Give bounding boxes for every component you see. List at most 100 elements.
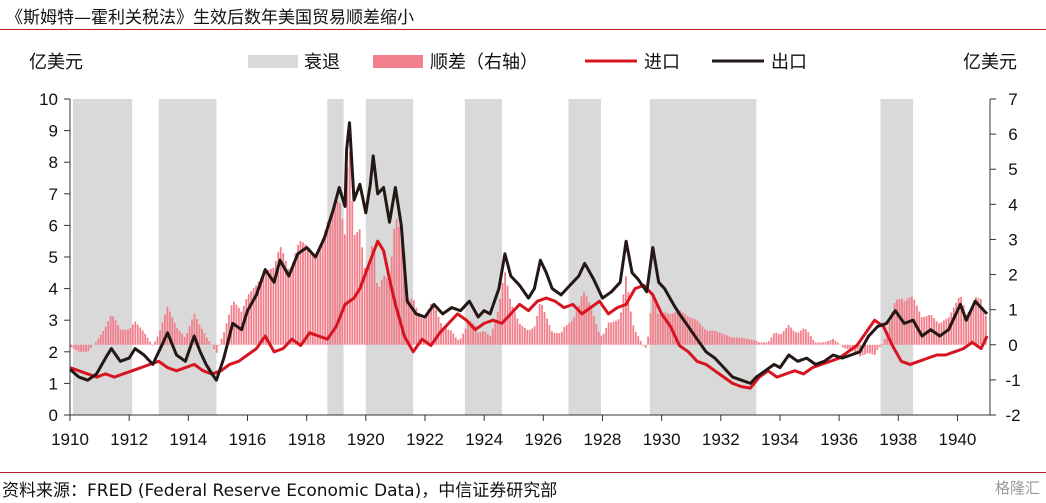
surplus-bar	[393, 228, 396, 345]
surplus-bar	[205, 337, 208, 345]
surplus-bar	[861, 344, 864, 356]
surplus-bar	[730, 337, 733, 345]
surplus-bar	[274, 261, 277, 345]
surplus-bar	[782, 331, 785, 345]
surplus-bar	[400, 236, 403, 345]
surplus-bar	[102, 330, 105, 345]
surplus-bar	[225, 323, 228, 345]
recession-band	[568, 99, 601, 415]
surplus-bar	[279, 247, 282, 345]
surplus-bar	[449, 330, 452, 345]
surplus-bar	[745, 338, 748, 345]
surplus-bar	[134, 321, 137, 345]
surplus-bar	[181, 333, 184, 345]
surplus-bar	[405, 291, 408, 345]
surplus-bar	[70, 344, 73, 348]
surplus-bar	[755, 340, 758, 345]
surplus-bar	[341, 218, 344, 345]
legend-swatch-surplus	[373, 55, 423, 68]
surplus-bar	[521, 325, 524, 345]
x-tick-label: 1938	[879, 430, 917, 449]
surplus-bar	[380, 279, 383, 345]
surplus-bar	[827, 340, 829, 345]
surplus-bar	[607, 322, 610, 345]
surplus-bar	[368, 262, 371, 345]
surplus-bar	[447, 329, 450, 345]
surplus-bar	[558, 333, 561, 345]
surplus-bar	[107, 321, 110, 345]
surplus-bar	[156, 336, 159, 345]
surplus-bar	[299, 241, 302, 345]
surplus-bar	[634, 331, 637, 345]
surplus-bar	[127, 329, 129, 345]
surplus-bar	[245, 299, 248, 345]
surplus-bar	[743, 338, 746, 345]
surplus-bar	[733, 337, 736, 345]
surplus-bar	[979, 299, 982, 345]
surplus-bar	[800, 330, 802, 345]
recession-band	[649, 99, 757, 415]
surplus-bar	[412, 300, 415, 345]
surplus-bar	[435, 309, 437, 345]
surplus-bar	[415, 307, 418, 345]
x-tick-label: 1914	[169, 430, 207, 449]
x-tick-label: 1940	[939, 430, 977, 449]
surplus-bar	[334, 205, 336, 345]
surplus-bar	[578, 305, 580, 345]
legend-label-export: 出口	[771, 52, 807, 72]
surplus-bar	[775, 332, 778, 345]
x-tick-label: 1926	[524, 430, 562, 449]
surplus-bar	[464, 328, 467, 345]
surplus-bar	[410, 298, 413, 345]
surplus-bar	[896, 299, 898, 345]
surplus-bar	[841, 344, 844, 348]
surplus-bar	[952, 307, 955, 345]
surplus-bar	[893, 302, 896, 345]
surplus-bar	[772, 333, 775, 345]
surplus-bar	[797, 332, 800, 345]
surplus-bar	[215, 344, 218, 353]
x-tick-label: 1910	[51, 430, 89, 449]
surplus-bar	[543, 311, 546, 345]
surplus-bar	[891, 311, 894, 345]
surplus-bar	[467, 323, 470, 345]
surplus-bar	[871, 344, 874, 355]
left-axis-unit: 亿美元	[29, 52, 83, 72]
trade-chart: 0 1 2 3 4 5 6 7 8 9 10 -2 -1 0 1 2 3 4 5 6 7 1910 1912 1914 1916…	[29, 52, 1021, 449]
surplus-bar	[575, 311, 578, 345]
surplus-bar	[516, 318, 519, 345]
surplus-bar	[666, 313, 669, 345]
surplus-bar	[119, 329, 122, 345]
surplus-bar	[208, 341, 211, 345]
surplus-bar	[639, 340, 642, 345]
title-rule	[0, 29, 1046, 30]
surplus-bar	[104, 326, 107, 345]
recession-band	[158, 99, 217, 415]
surplus-bar	[129, 327, 132, 345]
y-tick-label-right: 0	[1008, 336, 1017, 355]
surplus-bar	[474, 325, 477, 345]
surplus-bar	[506, 285, 509, 345]
surplus-bar	[642, 344, 645, 346]
surplus-bar	[790, 327, 792, 345]
surplus-bar	[501, 282, 504, 345]
surplus-bar	[504, 272, 507, 345]
surplus-bar	[324, 230, 327, 345]
surplus-bar	[366, 272, 368, 345]
surplus-bar	[363, 267, 366, 345]
surplus-bar	[260, 277, 262, 345]
surplus-bar	[326, 221, 329, 345]
surplus-bar	[856, 344, 859, 354]
surplus-bar	[878, 344, 881, 347]
surplus-bar	[551, 331, 553, 345]
surplus-bar	[654, 303, 657, 345]
surplus-bar	[597, 331, 600, 345]
surplus-bar	[85, 344, 87, 352]
surplus-bar	[77, 344, 80, 352]
surplus-bar	[255, 285, 258, 345]
surplus-bar	[486, 334, 489, 345]
surplus-bar	[376, 282, 378, 345]
surplus-bar	[430, 303, 433, 345]
surplus-bar	[664, 312, 667, 345]
surplus-bar	[388, 281, 391, 345]
